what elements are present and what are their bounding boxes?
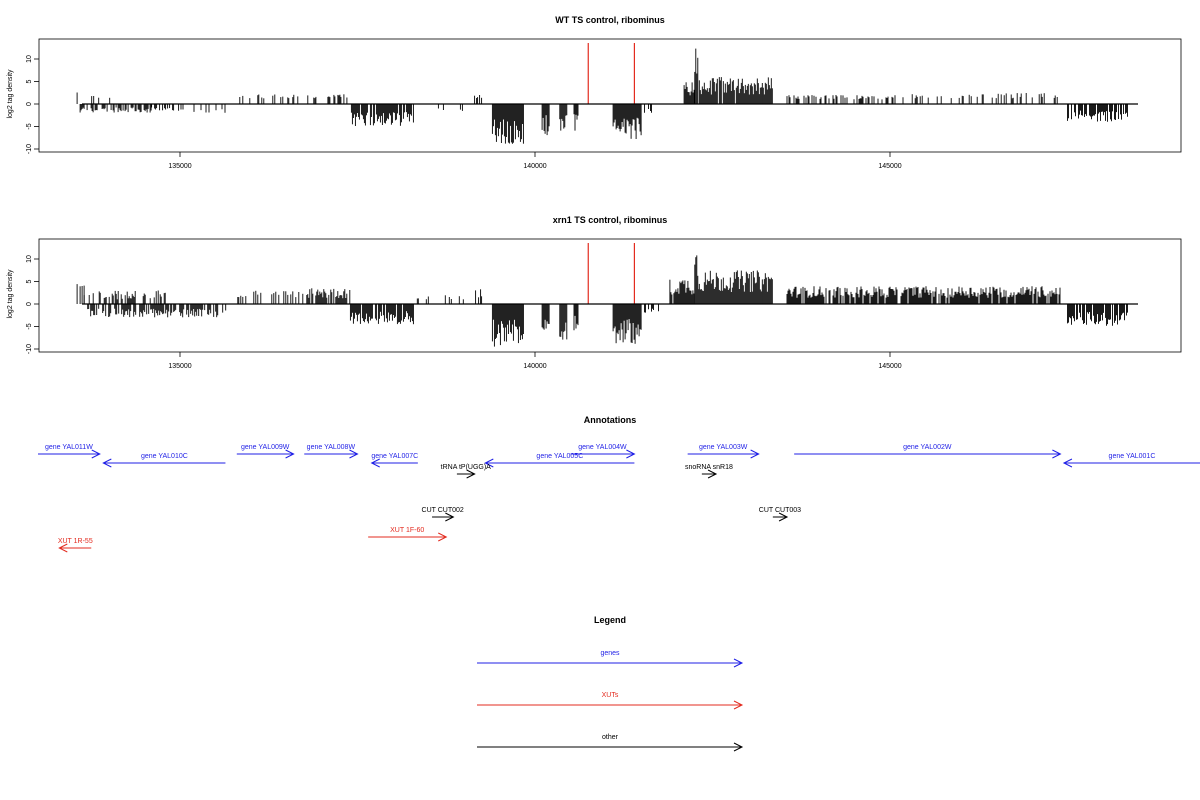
legend-arrowhead <box>733 700 744 710</box>
annotation-arrowhead <box>466 469 476 479</box>
x-tick-label: 145000 <box>878 363 901 370</box>
legend-items: genes XUTs other <box>477 650 744 752</box>
annotation-label: gene YAL009W <box>241 444 290 451</box>
annotation-arrowhead <box>102 458 112 468</box>
y-axis-label: log2 tag density <box>7 69 14 119</box>
annotation-arrowhead <box>1052 449 1062 459</box>
annotation-label: gene YAL005C <box>536 453 583 460</box>
annotation-label: gene YAL007C <box>371 453 418 460</box>
plot-frame <box>38 238 1182 353</box>
chart-panel-xrn1: xrn1 TS control, ribominus log2 tag dens… <box>7 215 1182 370</box>
annotation-label: gene YAL011W <box>45 444 93 451</box>
annotation-label: gene YAL004W <box>578 444 627 451</box>
annotation-label: gene YAL001C <box>1109 453 1156 460</box>
x-tick-label: 140000 <box>523 163 546 170</box>
legend-label: genes <box>600 650 620 657</box>
marker-group <box>587 243 636 304</box>
annotation-arrowhead <box>778 512 789 522</box>
annotation-arrowhead <box>349 449 359 459</box>
chart-title: WT TS control, ribominus <box>555 15 665 25</box>
y-tick-label: 5 <box>26 79 33 83</box>
annotation-label: tRNA tP(UGG)A <box>441 464 492 471</box>
y-tick-label: 5 <box>26 279 33 283</box>
y-axis-label: log2 tag density <box>7 269 14 319</box>
legend-arrowhead <box>733 658 744 668</box>
annotation-arrowhead <box>438 532 448 542</box>
legend-panel: Legend genes XUTs other <box>477 615 744 752</box>
annotation-label: snoRNA snR18 <box>685 464 733 471</box>
annotation-arrowhead <box>58 543 68 553</box>
annotation-label: XUT 1R-55 <box>58 538 93 545</box>
y-tick-label: -5 <box>26 323 33 329</box>
x-tick-label: 140000 <box>523 363 546 370</box>
marker-group <box>587 43 636 104</box>
y-tick-label: -10 <box>26 144 33 154</box>
legend-label: XUTs <box>602 692 619 699</box>
x-tick-label: 145000 <box>878 163 901 170</box>
annotation-label: gene YAL002W <box>903 444 952 451</box>
annotations-title: Annotations <box>584 415 637 425</box>
annotation-label: CUT CUT003 <box>759 507 801 514</box>
annotation-label: CUT CUT002 <box>422 507 464 514</box>
annotation-arrowhead <box>750 449 760 459</box>
y-tick-label: 10 <box>26 55 33 63</box>
annotation-arrowhead <box>370 458 380 468</box>
annotation-label: gene YAL003W <box>699 444 748 451</box>
chart-title: xrn1 TS control, ribominus <box>553 215 668 225</box>
annotation-label: XUT 1F-60 <box>390 527 424 534</box>
y-tick-label: 0 <box>26 102 33 106</box>
axes-group: 135000 140000 145000 -10 -5 0 5 10 <box>26 255 1138 370</box>
annotation-arrowhead <box>285 449 295 459</box>
annotation-arrowhead <box>626 449 636 459</box>
axes-group: 135000 140000 145000 -10 -5 0 5 10 <box>26 55 1138 170</box>
annotation-items: gene YAL011W gene YAL010C gene YAL009W gene… <box>38 444 1200 553</box>
chart-panel-wt: WT TS control, ribominus log2 tag densit… <box>7 15 1182 170</box>
bar-group <box>76 48 1128 144</box>
annotation-label: gene YAL010C <box>141 453 188 460</box>
legend-label: other <box>602 734 619 741</box>
y-tick-label: -10 <box>26 344 33 354</box>
legend-arrowhead <box>733 742 744 752</box>
annotation-arrowhead <box>445 512 455 522</box>
y-tick-label: 10 <box>26 255 33 263</box>
annotation-label: gene YAL008W <box>307 444 356 451</box>
x-tick-label: 135000 <box>168 363 191 370</box>
annotation-arrowhead <box>484 458 494 468</box>
legend-title: Legend <box>594 615 626 625</box>
y-tick-label: 0 <box>26 302 33 306</box>
annotation-arrowhead <box>91 449 101 459</box>
x-tick-label: 135000 <box>168 163 191 170</box>
plot-frame <box>38 38 1182 153</box>
annotation-arrowhead <box>707 469 718 479</box>
annotation-arrowhead <box>1062 458 1073 468</box>
bar-group <box>76 255 1128 347</box>
y-tick-label: -5 <box>26 123 33 129</box>
